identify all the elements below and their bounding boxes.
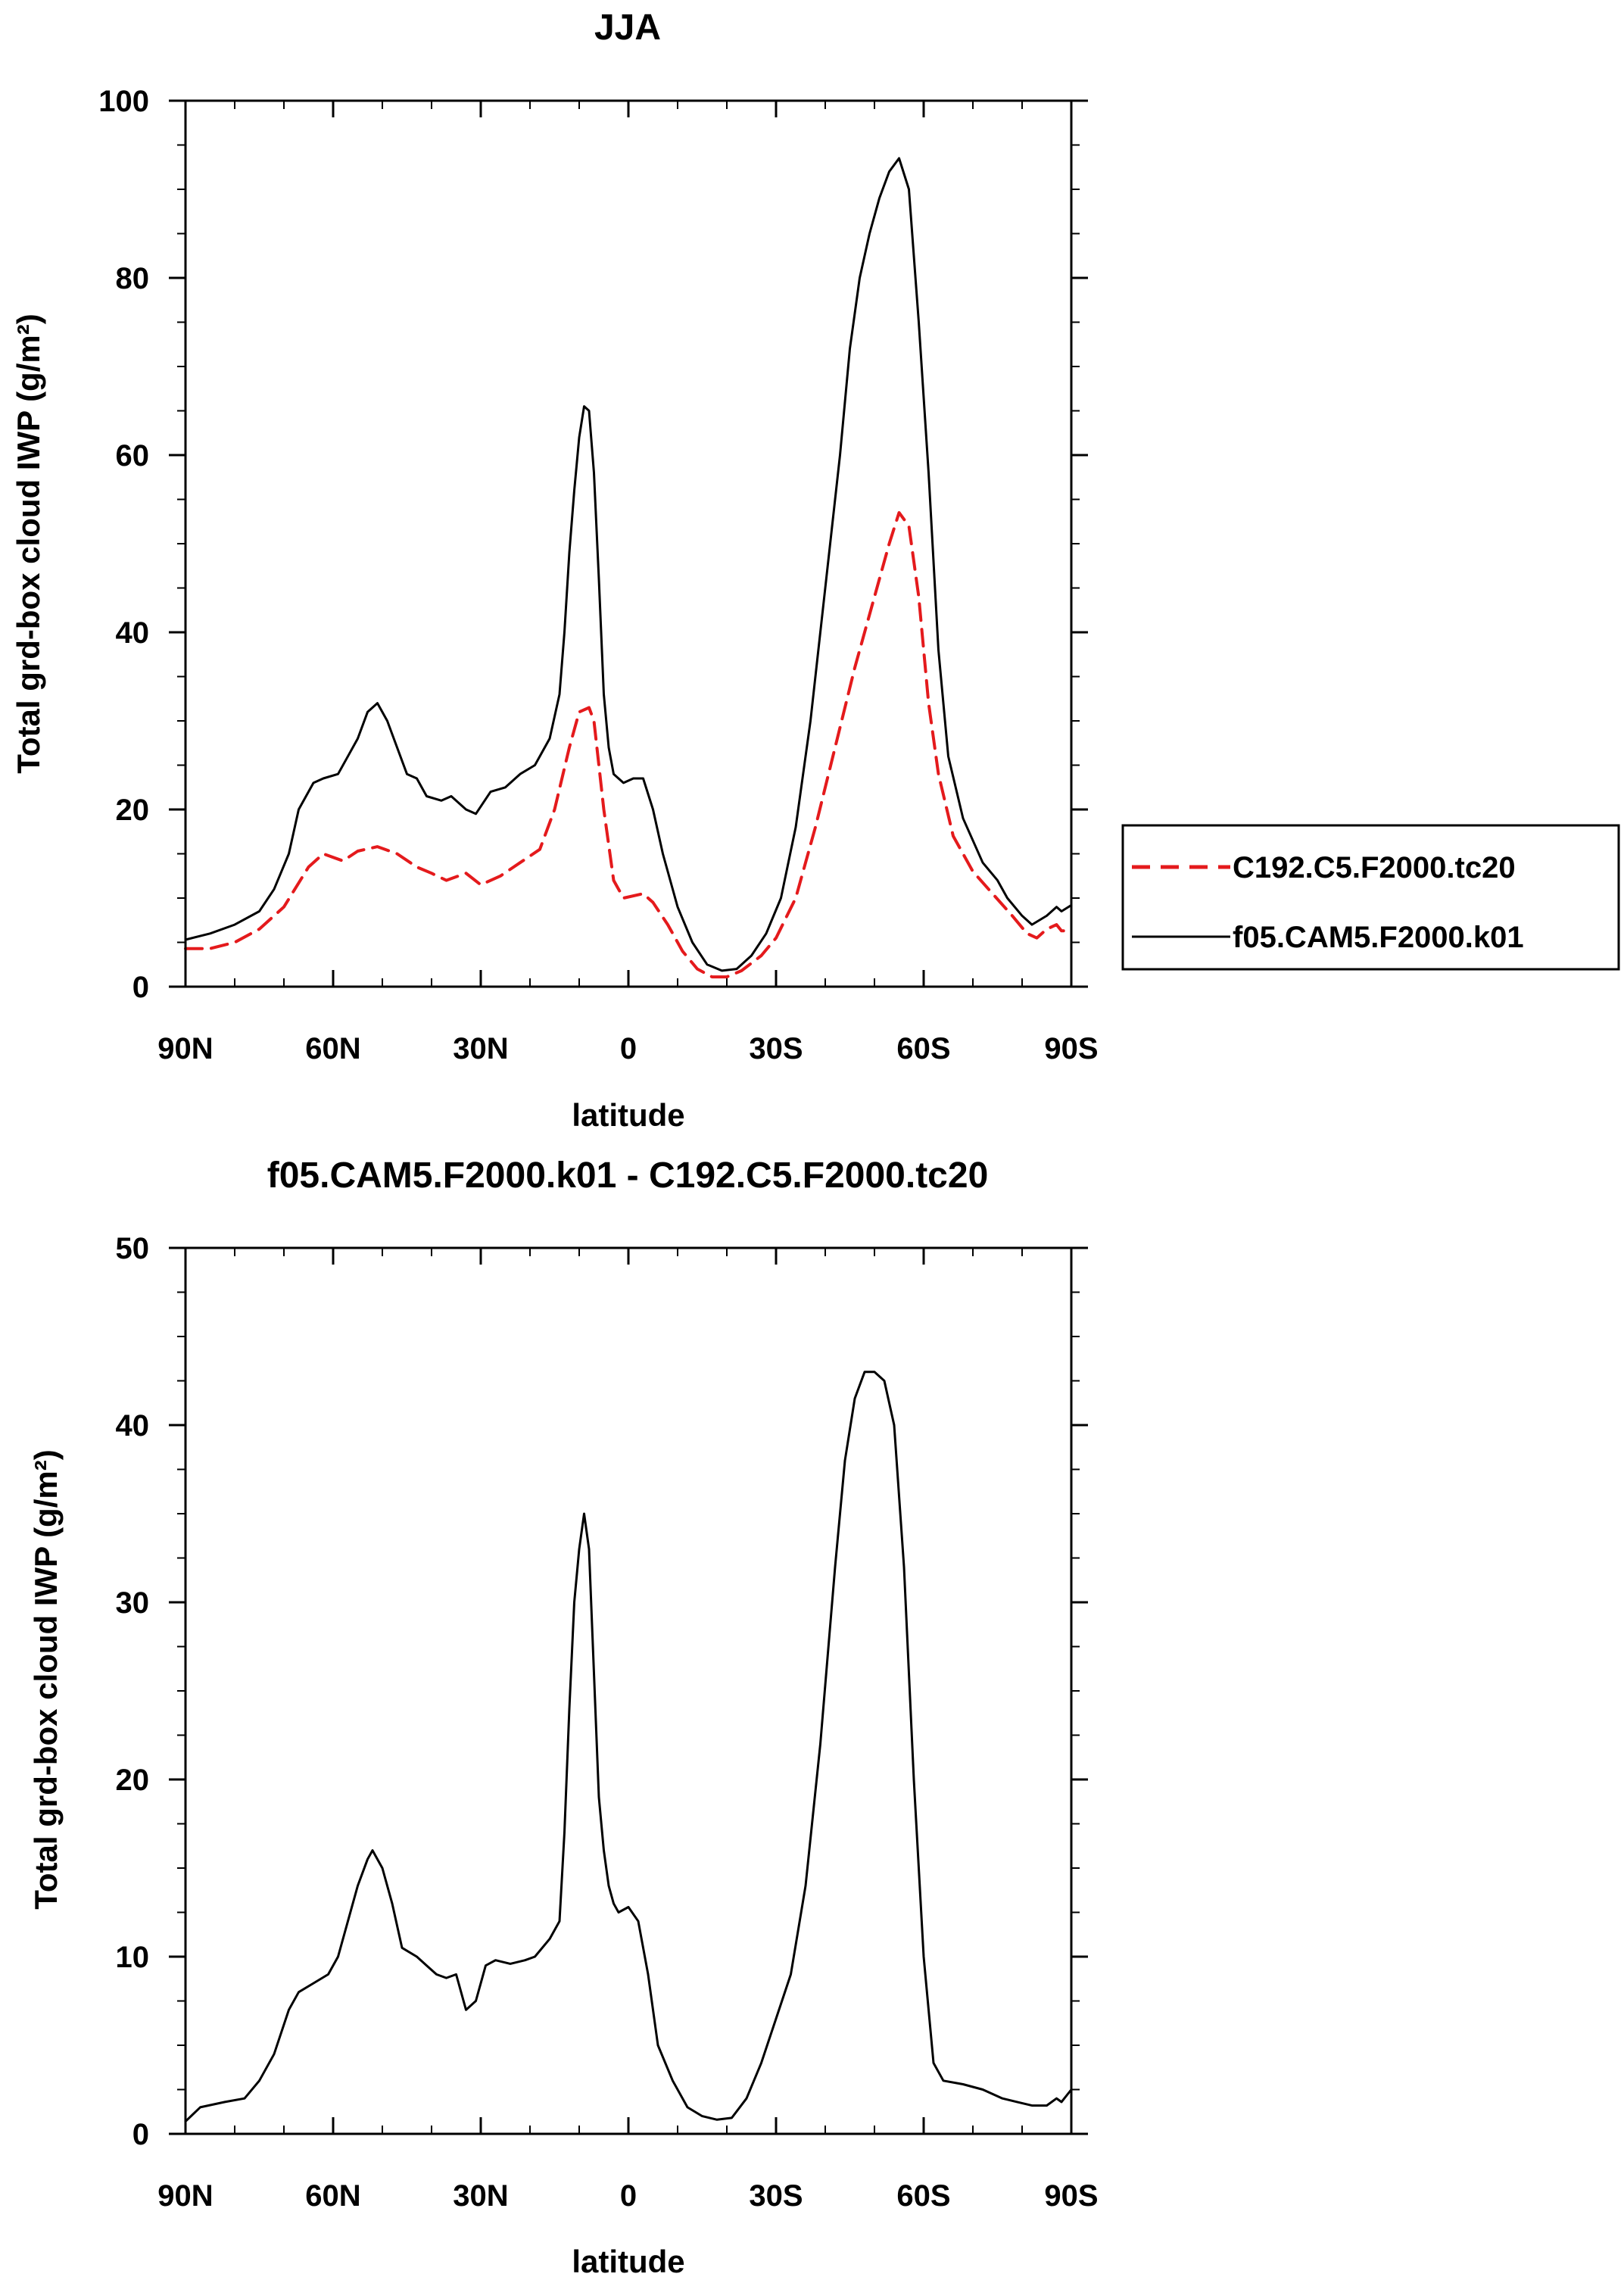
bottom-panel: f05.CAM5.F2000.k01 - C192.C5.F2000.tc20 … [28, 1156, 1099, 2279]
bottom-panel-xlabel: latitude [572, 2244, 684, 2279]
top-panel-title: JJA [594, 8, 661, 48]
bottom-xtick-label: 30S [749, 2179, 803, 2213]
top-ytick-label: 60 [116, 439, 150, 473]
top-xtick-label: 30S [749, 1032, 803, 1065]
bottom-xtick-label: 0 [620, 2179, 637, 2213]
bottom-xtick-label: 60S [896, 2179, 950, 2213]
bottom-ytick-label: 20 [116, 1764, 150, 1797]
top-ytick-label: 40 [116, 616, 150, 650]
bottom-panel-ticks: 90N 60N 30N 0 30S 60S 90S 0 10 20 30 40 50 [116, 1232, 1099, 2213]
bottom-panel-series [184, 1371, 1073, 2123]
top-panel: JJA 90N 60N 30N 0 30S 60S 90S 0 20 40 60 80 100 lati… [11, 8, 1099, 1133]
bottom-xtick-label: 90S [1044, 2179, 1098, 2213]
top-panel-ticks: 90N 60N 30N 0 30S 60S 90S 0 20 40 60 80 100 [98, 85, 1098, 1065]
top-ytick-label: 0 [132, 971, 149, 1004]
top-xtick-label: 60N [305, 1032, 360, 1065]
legend: C192.C5.F2000.tc20 f05.CAM5.F2000.k01 [1121, 824, 1620, 971]
bottom-xtick-label: 30N [453, 2179, 508, 2213]
legend-label-f05: f05.CAM5.F2000.k01 [1233, 921, 1524, 954]
top-series-line-c192-c5-f2000-tc20 [184, 511, 1073, 979]
top-ytick-label: 100 [98, 85, 149, 118]
top-xtick-label: 60S [896, 1032, 950, 1065]
bottom-panel-ylabel: Total grd-box cloud IWP (g/m²) [28, 1449, 64, 1909]
legend-label-c192: C192.C5.F2000.tc20 [1233, 851, 1516, 884]
top-series-line-f05-cam5-f2000-k01 [184, 157, 1073, 972]
top-xtick-label: 90N [157, 1032, 213, 1065]
top-ytick-label: 80 [116, 262, 150, 295]
top-panel-frame [184, 99, 1073, 988]
bottom-ytick-label: 40 [116, 1409, 150, 1443]
top-panel-xlabel: latitude [572, 1097, 684, 1133]
top-panel-ylabel: Total grd-box cloud IWP (g/m²) [11, 313, 46, 773]
bottom-panel-frame [184, 1246, 1073, 2135]
top-xtick-label: 30N [453, 1032, 508, 1065]
bottom-ytick-label: 30 [116, 1586, 150, 1620]
bottom-ytick-label: 50 [116, 1232, 150, 1265]
top-ytick-label: 20 [116, 794, 150, 827]
bottom-ytick-label: 10 [116, 1941, 150, 1974]
legend-box [1121, 824, 1620, 971]
bottom-xtick-label: 90N [157, 2179, 213, 2213]
top-xtick-label: 90S [1044, 1032, 1098, 1065]
bottom-ytick-label: 0 [132, 2118, 149, 2151]
bottom-xtick-label: 60N [305, 2179, 360, 2213]
bottom-series-line-difference [184, 1371, 1073, 2123]
top-xtick-label: 0 [620, 1032, 637, 1065]
top-panel-series [184, 157, 1073, 979]
bottom-panel-title: f05.CAM5.F2000.k01 - C192.C5.F2000.tc20 [267, 1156, 989, 1196]
